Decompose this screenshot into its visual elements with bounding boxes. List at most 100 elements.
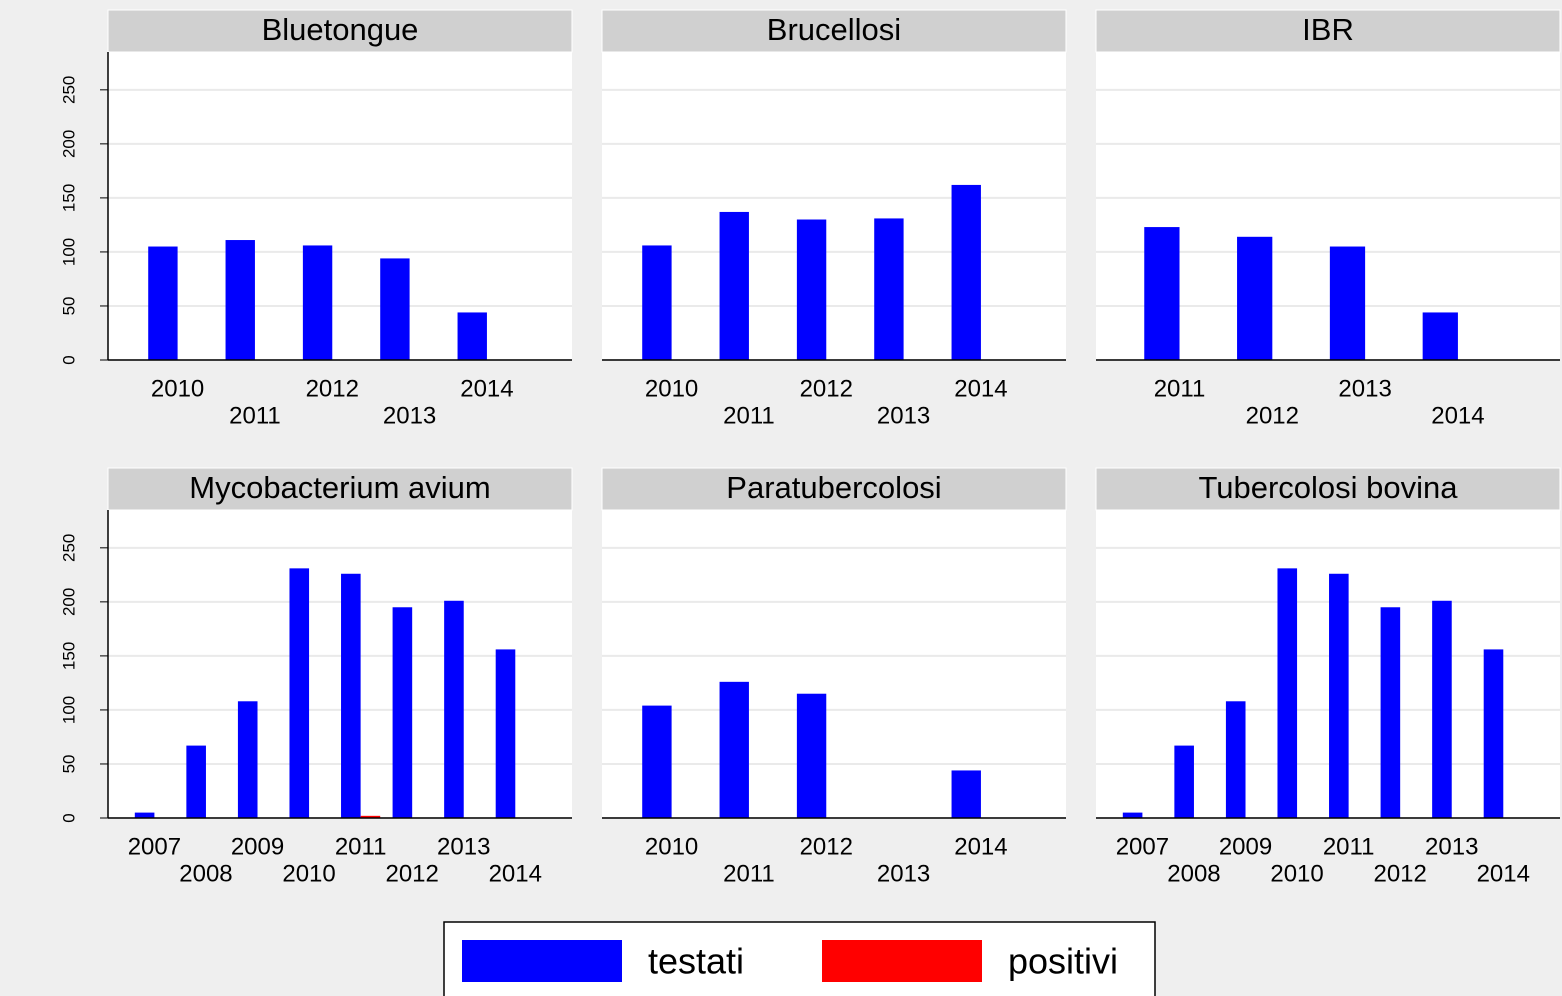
x-tick-label: 2008	[1167, 860, 1220, 887]
bar	[134, 812, 155, 818]
y-tick-label: 50	[59, 297, 78, 316]
bar	[796, 219, 827, 360]
y-tick-label: 200	[59, 588, 78, 616]
x-tick-label: 2014	[1431, 402, 1484, 429]
x-tick-label: 2011	[723, 860, 775, 887]
bar	[495, 649, 516, 818]
bar	[1432, 600, 1452, 818]
panel-title: IBR	[1302, 12, 1354, 47]
y-tick-label: 200	[59, 130, 78, 158]
x-tick-label: 2014	[1477, 860, 1530, 887]
bar	[642, 705, 672, 818]
bar	[380, 258, 410, 360]
bar	[1174, 745, 1194, 818]
x-tick-label: 2007	[1116, 833, 1169, 860]
x-tick-label: 2014	[460, 375, 513, 402]
plot-area	[602, 510, 1066, 818]
x-tick-label: 2012	[306, 375, 359, 402]
legend-swatch	[462, 940, 622, 982]
bar	[1483, 649, 1504, 818]
x-tick-label: 2008	[179, 860, 232, 887]
bar	[302, 245, 333, 360]
bar	[1329, 573, 1349, 818]
x-tick-label: 2014	[954, 375, 1007, 402]
plot-area	[108, 510, 572, 818]
x-tick-label: 2014	[489, 860, 542, 887]
bar	[237, 701, 258, 818]
legend-label: positivi	[1008, 941, 1118, 982]
legend-swatch	[822, 940, 982, 982]
x-tick-label: 2010	[151, 375, 204, 402]
y-tick-label: 250	[59, 76, 78, 104]
x-tick-label: 2011	[229, 402, 281, 429]
bar	[289, 568, 310, 818]
y-tick-label: 0	[59, 813, 78, 822]
x-tick-label: 2013	[1338, 375, 1391, 402]
x-tick-label: 2011	[1154, 375, 1206, 402]
bar	[951, 184, 981, 360]
y-tick-label: 150	[59, 642, 78, 670]
bar	[186, 745, 206, 818]
bar	[1144, 227, 1180, 360]
x-tick-label: 2013	[1425, 833, 1478, 860]
plot-area	[108, 52, 572, 360]
y-tick-label: 150	[59, 184, 78, 212]
x-tick-label: 2013	[877, 402, 930, 429]
x-tick-label: 2010	[645, 833, 698, 860]
bar	[719, 681, 749, 818]
y-tick-label: 50	[59, 755, 78, 774]
x-tick-label: 2012	[800, 375, 853, 402]
bar	[1122, 812, 1143, 818]
x-tick-label: 2012	[1246, 402, 1299, 429]
bar	[1422, 312, 1458, 360]
bar	[1277, 568, 1298, 818]
x-tick-label: 2012	[385, 860, 438, 887]
bar	[642, 245, 672, 360]
x-tick-label: 2011	[723, 402, 775, 429]
panel-title: Paratubercolosi	[726, 470, 941, 505]
bar	[457, 312, 487, 360]
bar	[444, 600, 464, 818]
bar	[148, 246, 178, 360]
bar	[1380, 607, 1401, 818]
plot-area	[1096, 510, 1560, 818]
bar	[1225, 701, 1246, 818]
x-tick-label: 2009	[1219, 833, 1272, 860]
x-tick-label: 2010	[645, 375, 698, 402]
y-tick-label: 100	[59, 696, 78, 724]
strip	[1095, 9, 1561, 53]
strip	[601, 467, 1067, 511]
y-tick-label: 0	[59, 355, 78, 364]
bar	[874, 218, 904, 360]
strip	[107, 9, 573, 53]
x-tick-label: 2011	[335, 833, 387, 860]
strip	[601, 9, 1067, 53]
strip	[1095, 467, 1561, 511]
x-tick-label: 2010	[282, 860, 335, 887]
x-tick-label: 2013	[877, 860, 930, 887]
x-tick-label: 2009	[231, 833, 284, 860]
x-tick-label: 2013	[383, 402, 436, 429]
panel-title: Brucellosi	[767, 12, 901, 47]
bar	[392, 607, 413, 818]
bar	[719, 211, 749, 360]
x-tick-label: 2013	[437, 833, 490, 860]
x-tick-label: 2010	[1270, 860, 1323, 887]
plot-area	[602, 52, 1066, 360]
bar	[341, 573, 361, 818]
bar	[1329, 246, 1366, 360]
legend-label: testati	[648, 941, 744, 982]
x-tick-label: 2011	[1323, 833, 1375, 860]
bar	[360, 815, 381, 818]
bar	[1237, 236, 1273, 360]
strip	[107, 467, 573, 511]
x-tick-label: 2012	[1373, 860, 1426, 887]
bar	[951, 770, 981, 818]
panel-title: Mycobacterium avium	[189, 470, 490, 505]
bar	[225, 240, 255, 360]
panel-title: Bluetongue	[262, 12, 419, 47]
x-tick-label: 2012	[800, 833, 853, 860]
bar	[796, 693, 827, 818]
y-tick-label: 250	[59, 534, 78, 562]
